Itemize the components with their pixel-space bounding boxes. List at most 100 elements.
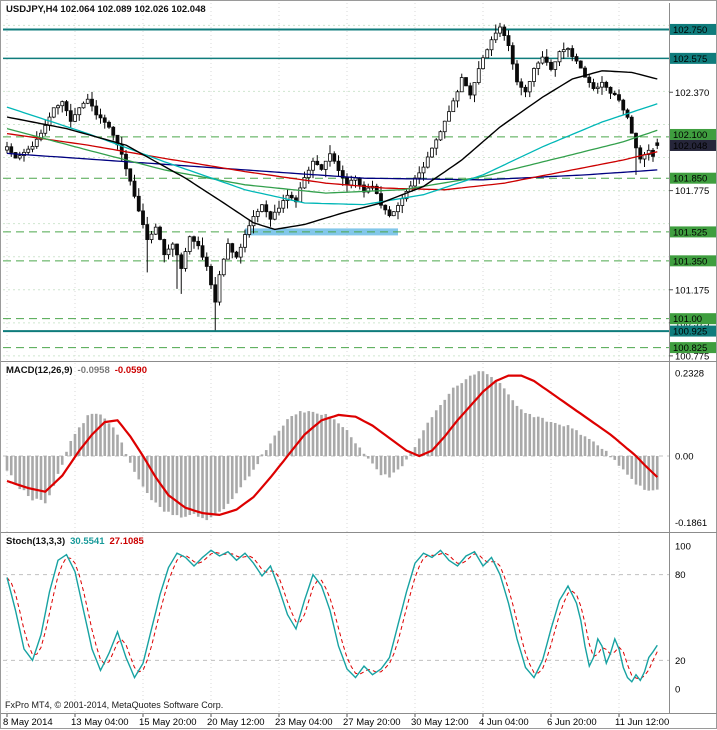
macd-histogram-bar [400, 456, 404, 467]
candle-body [247, 225, 252, 235]
candle-body [285, 194, 290, 201]
candle-body [226, 243, 230, 260]
macd-histogram-bar [320, 414, 323, 456]
macd-histogram-bar [5, 456, 9, 471]
macd-histogram-bar [209, 456, 213, 518]
candle-body [230, 243, 235, 253]
date-label: 4 Jun 04:00 [479, 717, 529, 728]
macd-histogram-bar [264, 450, 268, 456]
macd-histogram-bar [570, 428, 574, 456]
macd-histogram-bar [39, 456, 43, 500]
macd-histogram-bar [366, 456, 370, 459]
macd-histogram-bar [507, 394, 510, 456]
stoch-pane[interactable] [3, 534, 669, 713]
date-label: 6 Jun 20:00 [547, 717, 597, 728]
macd-histogram-bar [298, 411, 302, 456]
macd-histogram-bar [460, 383, 464, 456]
candle-body [166, 248, 171, 256]
candle-body [595, 86, 600, 89]
candle-body [34, 138, 39, 147]
candle-body [43, 125, 48, 134]
macd-histogram-bar [277, 430, 281, 456]
macd-histogram-bar [354, 443, 357, 456]
macd-histogram-bar [485, 374, 489, 456]
macd-axis-label: 0.00 [675, 452, 694, 463]
candle-body [421, 166, 426, 174]
macd-histogram-bar [82, 423, 85, 456]
candle-body [183, 251, 188, 269]
candle-body [277, 207, 281, 213]
price-label-box [670, 342, 716, 354]
candle-body [498, 26, 502, 34]
candle-body [510, 45, 515, 65]
stoch-signal-line [6, 551, 658, 680]
candle-body [459, 77, 464, 93]
price-axis-strip[interactable] [670, 3, 716, 713]
price-label: 100.775 [675, 351, 709, 362]
macd-histogram-bar [468, 375, 472, 456]
candle-body [447, 111, 451, 122]
macd-histogram-bar [290, 416, 294, 456]
candle-body [430, 147, 434, 158]
candle-body [553, 61, 558, 70]
macd-histogram-bar [128, 456, 132, 463]
candle-body [540, 56, 545, 64]
macd-histogram-bar [35, 456, 39, 499]
macd-histogram-bar [52, 456, 56, 486]
macd-histogram-bar [86, 415, 90, 456]
macd-histogram-bar [26, 456, 30, 497]
macd-histogram-bar [43, 456, 47, 504]
candle-body [132, 180, 137, 197]
macd-pane[interactable] [3, 363, 669, 531]
macd-histogram-bar [634, 456, 638, 485]
macd-histogram-bar [490, 377, 493, 456]
candle-body [213, 284, 218, 303]
candle-body [64, 101, 69, 112]
macd-histogram-bar [345, 430, 349, 456]
time-axis-strip[interactable] [3, 714, 716, 728]
candle-body [544, 56, 549, 63]
macd-histogram-bar [388, 456, 391, 478]
macd-histogram-bar [311, 411, 315, 456]
macd-histogram-bar [226, 456, 230, 504]
macd-histogram-bar [609, 456, 612, 458]
macd-histogram-bar [332, 419, 336, 456]
macd-histogram-bar [184, 456, 187, 517]
candle-body [468, 85, 473, 96]
macd-histogram-bar [107, 423, 111, 456]
candle-body [319, 164, 324, 170]
macd-histogram-bar [120, 442, 124, 456]
macd-histogram-bar [145, 456, 149, 494]
price-label-box-text: 101.525 [673, 227, 707, 238]
current-price-label: 102.048 [673, 141, 707, 152]
macd-histogram-bar [375, 456, 379, 470]
candle-body [30, 145, 35, 150]
candle-body [438, 131, 443, 141]
price-label-box [670, 226, 716, 238]
candle-body [5, 146, 9, 151]
candle-body [68, 110, 73, 122]
price-label-box [670, 23, 716, 35]
macd-histogram-bar [124, 454, 128, 456]
macd-histogram-bar [358, 447, 362, 456]
current-price-box [670, 139, 716, 151]
candle-body [145, 224, 150, 240]
macd-histogram-bar [621, 456, 625, 470]
macd-histogram-bar [175, 456, 179, 516]
main-chart-pane[interactable] [3, 3, 669, 360]
candle-body [561, 49, 566, 53]
candle-body [451, 100, 456, 113]
macd-histogram-bar [481, 371, 485, 456]
candle-body [56, 105, 60, 109]
macd-histogram-bar [133, 456, 136, 472]
macd-histogram-bar [48, 456, 51, 496]
price-label-box [670, 313, 716, 325]
candle-body [646, 149, 651, 156]
candle-body [98, 114, 103, 119]
candle-body [272, 211, 277, 220]
macd-histogram-bar [587, 438, 591, 456]
macd-histogram-bar [579, 434, 583, 456]
macd-histogram-bar [77, 427, 81, 456]
macd-histogram-bar [473, 374, 476, 456]
